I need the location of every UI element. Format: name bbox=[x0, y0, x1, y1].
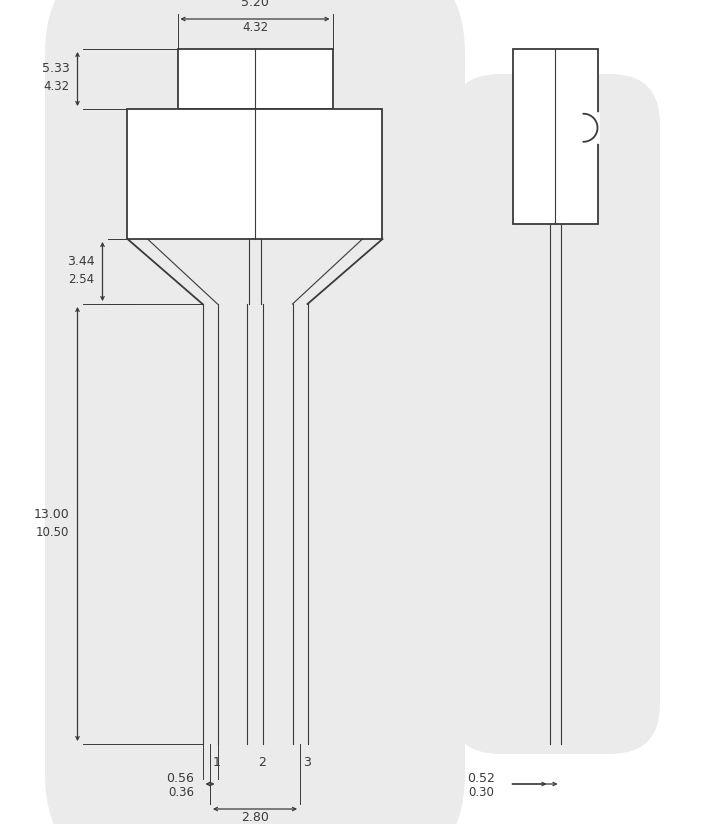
Bar bbox=[128, 109, 383, 239]
Text: 1: 1 bbox=[213, 756, 221, 769]
Text: 2: 2 bbox=[258, 756, 266, 769]
Text: 10.50: 10.50 bbox=[36, 526, 69, 539]
Text: 0.52: 0.52 bbox=[467, 771, 494, 784]
Text: 0.30: 0.30 bbox=[469, 785, 494, 798]
Bar bbox=[512, 49, 597, 224]
Text: 0.36: 0.36 bbox=[168, 785, 194, 798]
Text: 4.32: 4.32 bbox=[242, 21, 268, 34]
Bar bbox=[178, 49, 333, 109]
Text: 5.20: 5.20 bbox=[241, 0, 269, 9]
FancyBboxPatch shape bbox=[45, 0, 465, 824]
Text: 5.33: 5.33 bbox=[41, 63, 69, 76]
Text: 0.56: 0.56 bbox=[166, 771, 194, 784]
Text: 3.44: 3.44 bbox=[67, 255, 95, 268]
FancyBboxPatch shape bbox=[450, 74, 660, 754]
Text: 2.54: 2.54 bbox=[68, 273, 95, 286]
Text: 3: 3 bbox=[303, 756, 311, 769]
Text: 4.32: 4.32 bbox=[44, 81, 69, 93]
Text: 13.00: 13.00 bbox=[34, 508, 69, 521]
Text: 2.80: 2.80 bbox=[241, 811, 269, 824]
